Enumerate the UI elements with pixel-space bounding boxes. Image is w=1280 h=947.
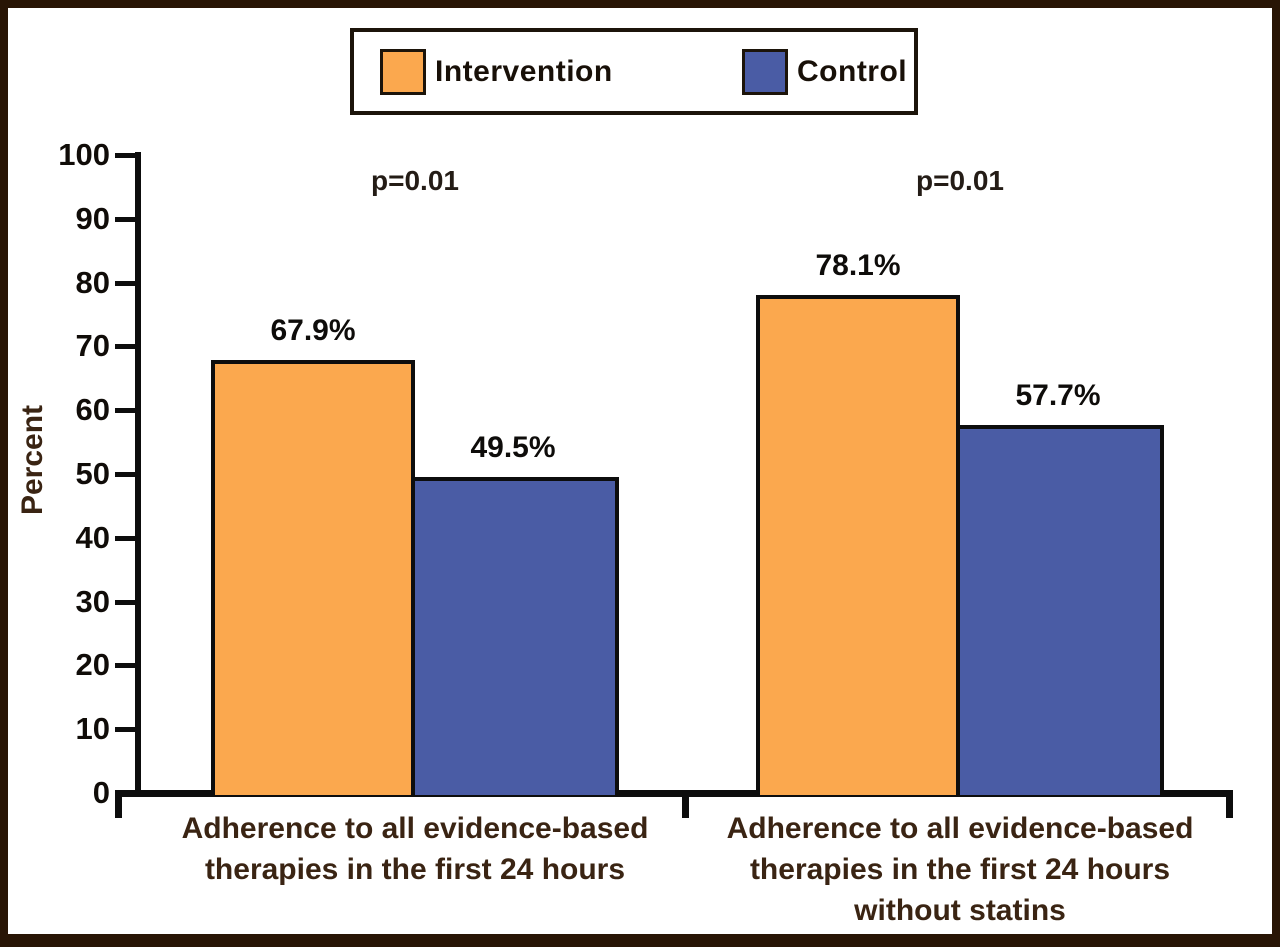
- legend-label-control: Control: [797, 54, 908, 88]
- x-axis-tick: [1226, 790, 1233, 818]
- legend-box: Intervention Control: [350, 28, 918, 115]
- category-label-group2: Adherence to all evidence-based therapies…: [660, 808, 1260, 931]
- y-axis-tick-label: 90: [75, 200, 110, 236]
- y-axis-tick-label: 40: [75, 519, 110, 555]
- y-axis-tick-label: 30: [75, 583, 110, 619]
- x-axis-line: [115, 790, 1233, 797]
- x-axis-tick: [682, 790, 689, 818]
- y-axis-tick: [115, 472, 135, 477]
- y-axis-tick: [115, 344, 135, 350]
- y-axis-tick: [115, 727, 135, 733]
- bar-value-label: 57.7%: [1015, 378, 1101, 412]
- category-label-line: without statins: [854, 894, 1066, 927]
- y-axis-tick: [115, 153, 135, 158]
- category-label-line: Adherence to all evidence-based: [726, 812, 1194, 845]
- y-axis-tick: [115, 663, 135, 669]
- bar-intervention-group2: [756, 294, 960, 795]
- y-axis-tick: [115, 535, 135, 541]
- x-axis-tick: [115, 790, 122, 818]
- p-value-annotation: p=0.01: [916, 165, 1004, 196]
- category-label-line: therapies in the first 24 hours: [204, 853, 626, 886]
- y-axis-tick-label: 100: [58, 137, 110, 172]
- legend-item-intervention: Intervention: [380, 32, 613, 111]
- bar-value-label: 78.1%: [815, 248, 901, 282]
- y-axis-tick: [115, 408, 135, 414]
- p-value-annotation: p=0.01: [371, 165, 459, 196]
- y-axis-tick: [115, 280, 135, 286]
- category-label-line: Adherence to all evidence-based: [181, 812, 649, 845]
- y-axis-line: [135, 152, 141, 793]
- y-axis-tick-label: 80: [75, 264, 110, 300]
- bar-intervention-group1: [211, 359, 415, 795]
- y-axis-tick-label: 10: [75, 711, 110, 747]
- control-swatch: [742, 48, 788, 95]
- legend-label-intervention: Intervention: [435, 54, 613, 88]
- intervention-swatch: [380, 48, 426, 95]
- y-axis-tick-label: 70: [75, 328, 110, 364]
- y-axis-tick: [115, 216, 135, 222]
- y-axis-tick-label: 0: [92, 775, 110, 810]
- bar-control-group1: [411, 477, 619, 795]
- y-axis-tick-label: 20: [75, 647, 110, 683]
- y-axis-tick-label: 60: [75, 392, 110, 428]
- y-axis-tick: [115, 599, 135, 605]
- legend-item-control: Control: [742, 32, 907, 111]
- category-label-line: therapies in the first 24 hours: [749, 853, 1171, 886]
- category-label-group1: Adherence to all evidence-based therapies…: [115, 808, 715, 890]
- bar-value-label: 67.9%: [270, 313, 356, 347]
- y-axis-tick: [115, 791, 135, 796]
- bar-value-label: 49.5%: [470, 431, 556, 465]
- y-axis-tick-label: 50: [75, 456, 110, 491]
- bar-control-group2: [956, 424, 1164, 795]
